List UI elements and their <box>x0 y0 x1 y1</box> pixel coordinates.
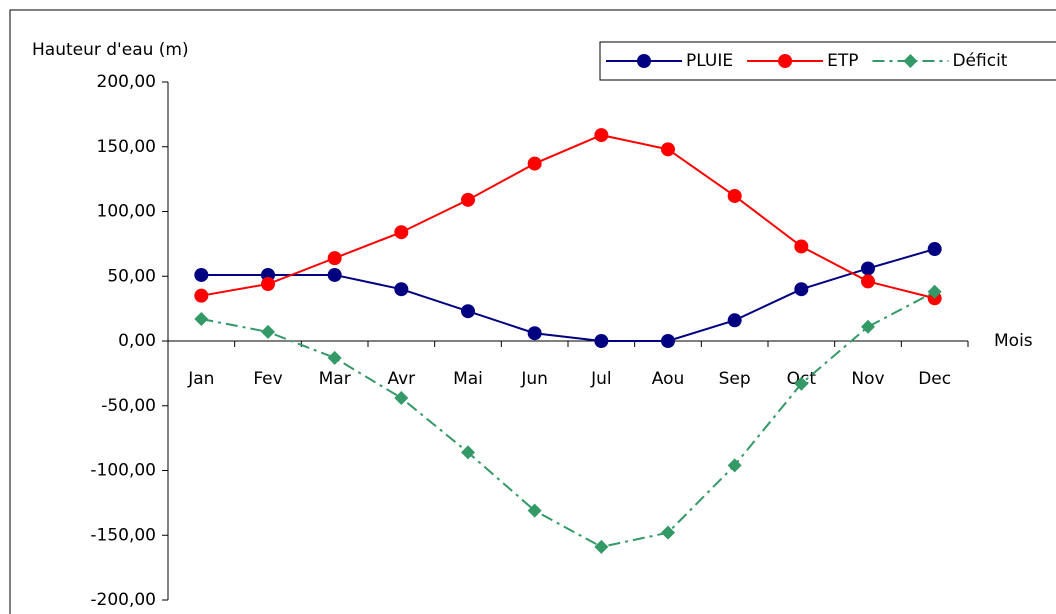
data-point <box>727 313 742 328</box>
data-point <box>594 539 609 554</box>
x-tick-label: Avr <box>387 369 415 389</box>
y-tick-label: -100,00 <box>90 461 156 481</box>
legend-marker <box>903 54 918 68</box>
x-tick-label: Jul <box>590 369 612 389</box>
x-tick-label: Nov <box>851 369 884 389</box>
data-point <box>461 192 475 207</box>
y-tick-label: 200,00 <box>97 72 156 92</box>
y-tick-label: 0,00 <box>118 331 156 351</box>
data-point <box>194 288 209 303</box>
legend-marker <box>778 54 793 68</box>
data-point <box>261 277 275 292</box>
x-tick-label: Fev <box>253 369 282 389</box>
data-point <box>594 128 609 143</box>
y-tick-label: 100,00 <box>97 202 156 222</box>
data-point <box>794 282 809 297</box>
legend-label: ETP <box>827 51 858 71</box>
data-point <box>861 319 875 334</box>
data-point <box>861 274 875 289</box>
data-point <box>794 376 809 391</box>
data-point <box>527 326 542 341</box>
data-point <box>261 324 275 339</box>
data-point <box>394 282 409 297</box>
data-point <box>927 242 942 257</box>
x-tick-label: Mai <box>453 369 483 389</box>
x-tick-label: Jan <box>187 369 214 389</box>
data-point <box>661 334 675 348</box>
legend-label: PLUIE <box>686 51 733 71</box>
data-point <box>927 284 942 299</box>
data-point <box>861 261 875 276</box>
legend-label: Déficit <box>952 51 1007 71</box>
data-point <box>327 350 342 365</box>
data-point <box>327 267 342 282</box>
y-tick-label: 50,00 <box>107 266 156 286</box>
data-point <box>394 390 409 405</box>
data-point <box>594 334 609 348</box>
data-point <box>461 304 475 319</box>
series-line <box>201 290 936 548</box>
x-tick-label: Mar <box>319 369 351 389</box>
x-tick-label: Jun <box>520 369 548 389</box>
y-axis-title: Hauteur d'eau (m) <box>32 40 189 60</box>
data-point <box>661 142 675 157</box>
series-line <box>201 134 935 300</box>
data-point <box>194 311 209 326</box>
data-point <box>327 251 342 266</box>
x-axis-title: Mois <box>994 331 1033 351</box>
data-point <box>527 503 542 518</box>
data-point <box>394 225 409 240</box>
x-tick-label: Aou <box>652 369 685 389</box>
data-point <box>194 267 209 282</box>
data-point <box>727 458 742 473</box>
chart-border <box>9 9 1056 614</box>
data-point <box>727 188 742 203</box>
series-line <box>201 248 935 342</box>
data-point <box>661 525 675 540</box>
y-tick-label: -50,00 <box>101 396 156 416</box>
data-point <box>794 239 809 254</box>
x-tick-label: Sep <box>719 369 751 389</box>
y-tick-label: 150,00 <box>97 137 156 157</box>
x-tick-label: Dec <box>918 369 951 389</box>
y-tick-label: -150,00 <box>90 525 156 545</box>
data-point <box>527 156 542 171</box>
legend-marker <box>637 54 651 68</box>
y-tick-label: -200,00 <box>90 590 156 610</box>
data-point <box>461 445 475 460</box>
